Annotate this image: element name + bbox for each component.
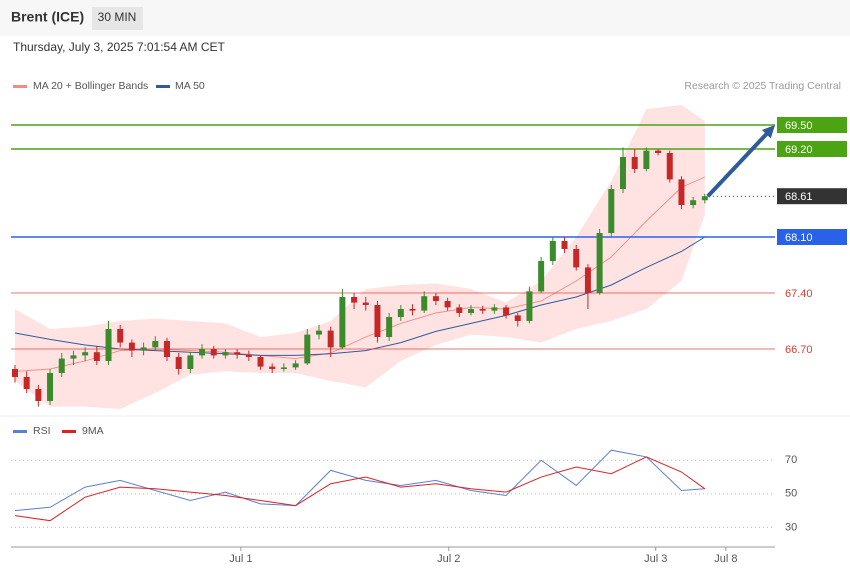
legend-swatch xyxy=(156,85,170,88)
candle-body xyxy=(210,349,217,356)
candle-body xyxy=(362,302,369,305)
candle-body xyxy=(409,309,416,311)
indicator-line xyxy=(14,456,706,522)
candle-body xyxy=(643,150,650,169)
candle-body xyxy=(491,307,498,311)
candle-body xyxy=(526,291,533,321)
candle-body xyxy=(304,334,311,364)
legend-label: MA 50 xyxy=(175,80,205,92)
candle-body xyxy=(608,189,615,233)
target-arrow xyxy=(706,129,771,198)
candle-body xyxy=(199,349,206,356)
candle-body xyxy=(47,373,54,401)
bollinger-band xyxy=(14,105,705,409)
candle-body xyxy=(514,315,521,321)
candle-body xyxy=(222,352,229,356)
candle-body xyxy=(105,329,112,361)
candle-body xyxy=(386,317,393,337)
level-label: 67.40 xyxy=(785,288,813,300)
candle-body xyxy=(631,157,638,169)
x-tick-label: Jul 8 xyxy=(714,553,737,565)
candle-body xyxy=(140,347,147,351)
candle-body xyxy=(245,354,252,357)
x-tick-label: Jul 2 xyxy=(437,553,460,565)
y-tick-label: 70 xyxy=(785,454,797,466)
candle-body xyxy=(549,241,556,261)
candle-body xyxy=(479,309,486,311)
level-box xyxy=(777,188,847,205)
legend-swatch xyxy=(13,430,27,433)
candle-body xyxy=(456,307,463,313)
candle-body xyxy=(82,352,89,356)
indicator-line xyxy=(14,449,705,512)
candle-body xyxy=(292,363,299,368)
candle-body xyxy=(128,342,135,351)
legend-label: RSI xyxy=(33,425,51,437)
x-tick-label: Jul 3 xyxy=(644,553,667,565)
interval[interactable]: 30 MIN xyxy=(98,10,137,24)
candle-body xyxy=(561,241,568,249)
legend-swatch xyxy=(62,430,76,433)
candle-body xyxy=(269,366,276,369)
candle-body xyxy=(573,249,580,268)
candle-body xyxy=(257,357,264,367)
candle-body xyxy=(163,341,170,357)
candle-body xyxy=(538,261,545,292)
y-tick-label: 50 xyxy=(785,488,797,500)
candle-body xyxy=(374,305,381,337)
legend-label: MA 20 + Bollinger Bands xyxy=(33,80,148,92)
candle-body xyxy=(701,196,708,201)
interval-box[interactable] xyxy=(92,7,143,30)
candle-body xyxy=(93,352,100,361)
candle-body xyxy=(421,296,428,311)
level-label: 68.10 xyxy=(785,232,813,244)
candle-body xyxy=(351,297,358,303)
candle-body xyxy=(619,157,626,189)
instrument: Brent (ICE) xyxy=(11,9,84,25)
candle-body xyxy=(444,301,451,308)
x-tick-label: Jul 1 xyxy=(229,553,252,565)
y-tick-label: 30 xyxy=(785,521,797,533)
candle-body xyxy=(11,369,18,377)
candle-body xyxy=(690,200,697,205)
candle-body xyxy=(397,309,404,317)
candle-body xyxy=(467,309,474,313)
candle-body xyxy=(187,355,194,369)
level-box xyxy=(777,141,847,157)
candle-body xyxy=(655,150,662,153)
candle-body xyxy=(503,307,510,316)
candle-body xyxy=(117,329,124,343)
level-box xyxy=(777,117,847,133)
candle-body xyxy=(327,330,334,348)
level-label: 66.70 xyxy=(785,344,813,356)
level-label: 69.20 xyxy=(785,144,813,156)
candle-body xyxy=(280,367,287,369)
credit: Research © 2025 Trading Central xyxy=(684,80,841,92)
legend-label: 9MA xyxy=(82,425,104,437)
candle-body xyxy=(315,330,322,335)
candle-body xyxy=(234,352,241,355)
candle-body xyxy=(58,358,65,373)
timestamp: Thursday, July 3, 2025 7:01:54 AM CET xyxy=(13,40,226,54)
level-label: 68.61 xyxy=(785,191,813,203)
candle-body xyxy=(35,389,42,401)
level-label: 69.50 xyxy=(785,120,813,132)
candle-body xyxy=(152,341,159,348)
candle-body xyxy=(666,153,673,180)
candle-body xyxy=(23,377,30,389)
level-box xyxy=(777,229,847,245)
candle-body xyxy=(70,355,77,359)
candle-body xyxy=(432,296,439,301)
arrow-head xyxy=(761,125,775,139)
candle-body xyxy=(175,357,182,369)
candle-body xyxy=(678,179,685,205)
candle-body xyxy=(584,267,591,293)
legend-swatch xyxy=(13,85,27,88)
candle-body xyxy=(339,297,346,348)
candle-body xyxy=(596,233,603,293)
